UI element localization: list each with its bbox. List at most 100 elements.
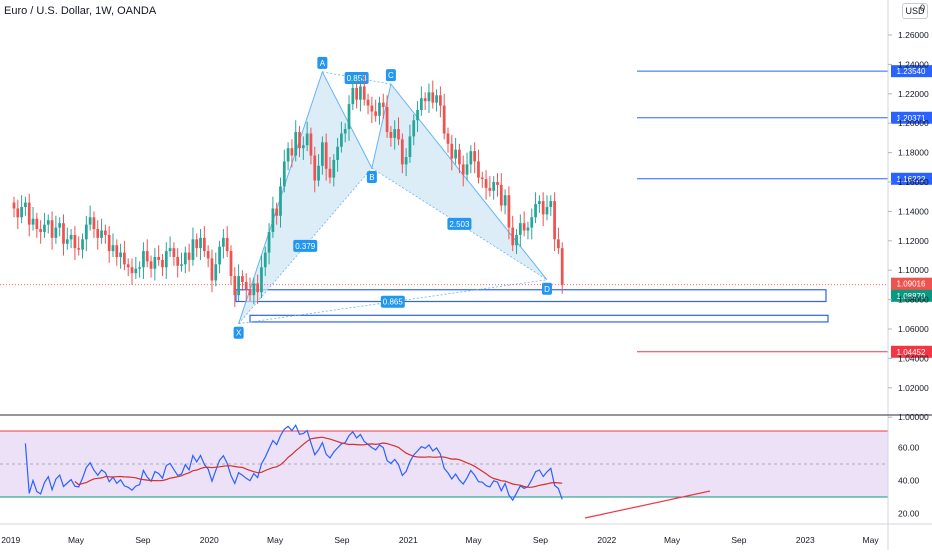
candle[interactable] (393, 129, 397, 138)
pattern-point-label[interactable]: C (388, 71, 394, 80)
pattern-triangle-bcd[interactable] (371, 84, 547, 280)
candle[interactable] (446, 133, 450, 144)
candle[interactable] (553, 201, 556, 240)
candle[interactable] (244, 281, 248, 290)
candle[interactable] (343, 129, 347, 134)
candle[interactable] (340, 133, 343, 147)
candle[interactable] (381, 102, 385, 108)
candlesticks[interactable] (12, 74, 564, 307)
candle[interactable] (431, 92, 435, 103)
candle[interactable] (290, 148, 294, 156)
candle[interactable] (187, 252, 191, 260)
candle[interactable] (50, 220, 54, 238)
candle[interactable] (65, 239, 69, 244)
candle[interactable] (43, 224, 46, 232)
candle[interactable] (397, 129, 400, 140)
zone-box[interactable] (235, 289, 827, 303)
candle[interactable] (282, 161, 286, 187)
currency-selector[interactable]: USD (902, 3, 928, 19)
candle[interactable] (286, 148, 290, 162)
candle[interactable] (419, 98, 423, 110)
candle[interactable] (534, 204, 537, 218)
candle[interactable] (427, 92, 431, 102)
candle[interactable] (450, 143, 454, 159)
rsi-panel[interactable]: 60.00 40.00 20.00 (0, 423, 920, 519)
candle[interactable] (161, 259, 164, 268)
candle[interactable] (473, 151, 477, 162)
candle[interactable] (88, 217, 92, 225)
candle[interactable] (233, 276, 237, 296)
pattern-point-label[interactable]: B (369, 173, 374, 182)
candle[interactable] (214, 264, 218, 281)
candle[interactable] (263, 252, 267, 268)
candle[interactable] (12, 202, 16, 209)
candle[interactable] (366, 99, 370, 106)
candle[interactable] (153, 256, 157, 269)
candle[interactable] (477, 161, 480, 178)
candle[interactable] (191, 239, 195, 260)
candle[interactable] (172, 248, 176, 257)
candle[interactable] (370, 105, 374, 112)
candle[interactable] (180, 264, 183, 266)
candle[interactable] (301, 145, 305, 149)
candle[interactable] (142, 251, 145, 268)
candle[interactable] (58, 223, 62, 228)
rsi-trendline[interactable] (584, 490, 711, 519)
candle[interactable] (332, 159, 336, 178)
candle[interactable] (195, 239, 199, 249)
candle[interactable] (484, 179, 488, 188)
candle[interactable] (96, 229, 100, 238)
candle[interactable] (138, 267, 142, 269)
pattern-triangle-xab[interactable] (238, 71, 372, 324)
candle[interactable] (260, 267, 263, 293)
candle[interactable] (31, 218, 35, 225)
candle[interactable] (134, 268, 138, 274)
candle[interactable] (518, 223, 522, 235)
candle[interactable] (237, 276, 240, 296)
candle[interactable] (416, 109, 419, 121)
candle[interactable] (362, 86, 366, 100)
candle[interactable] (294, 132, 298, 156)
candle[interactable] (145, 251, 149, 262)
candle[interactable] (241, 276, 244, 282)
candle[interactable] (275, 208, 279, 216)
candle[interactable] (176, 256, 180, 266)
zone-box[interactable] (249, 314, 829, 323)
candle[interactable] (279, 186, 282, 216)
candle[interactable] (248, 289, 252, 296)
candle[interactable] (206, 251, 210, 259)
candle[interactable] (81, 239, 84, 250)
candle[interactable] (412, 120, 416, 137)
candle[interactable] (530, 217, 534, 228)
candle[interactable] (84, 224, 88, 240)
candle[interactable] (115, 245, 119, 257)
candle[interactable] (408, 136, 412, 158)
candle[interactable] (336, 146, 339, 160)
candle[interactable] (435, 95, 438, 103)
candle[interactable] (320, 142, 324, 166)
candle[interactable] (16, 208, 20, 218)
pattern-point-label[interactable]: X (236, 329, 242, 338)
candle[interactable] (359, 86, 362, 100)
candle[interactable] (123, 252, 126, 265)
candle[interactable] (389, 132, 393, 138)
candle[interactable] (545, 206, 549, 215)
candle[interactable] (423, 98, 427, 102)
candle[interactable] (202, 237, 206, 252)
candle[interactable] (183, 252, 187, 265)
candle[interactable] (317, 165, 320, 181)
candle[interactable] (537, 201, 541, 205)
candle[interactable] (107, 234, 111, 252)
candle[interactable] (54, 227, 58, 238)
candle[interactable] (385, 107, 389, 133)
candle[interactable] (69, 234, 73, 240)
candle[interactable] (256, 283, 260, 293)
candle[interactable] (305, 133, 309, 146)
candle[interactable] (515, 234, 518, 246)
candle[interactable] (400, 139, 404, 165)
candle[interactable] (404, 157, 408, 165)
candle[interactable] (62, 223, 65, 244)
candle[interactable] (351, 87, 355, 105)
candle[interactable] (126, 264, 130, 268)
